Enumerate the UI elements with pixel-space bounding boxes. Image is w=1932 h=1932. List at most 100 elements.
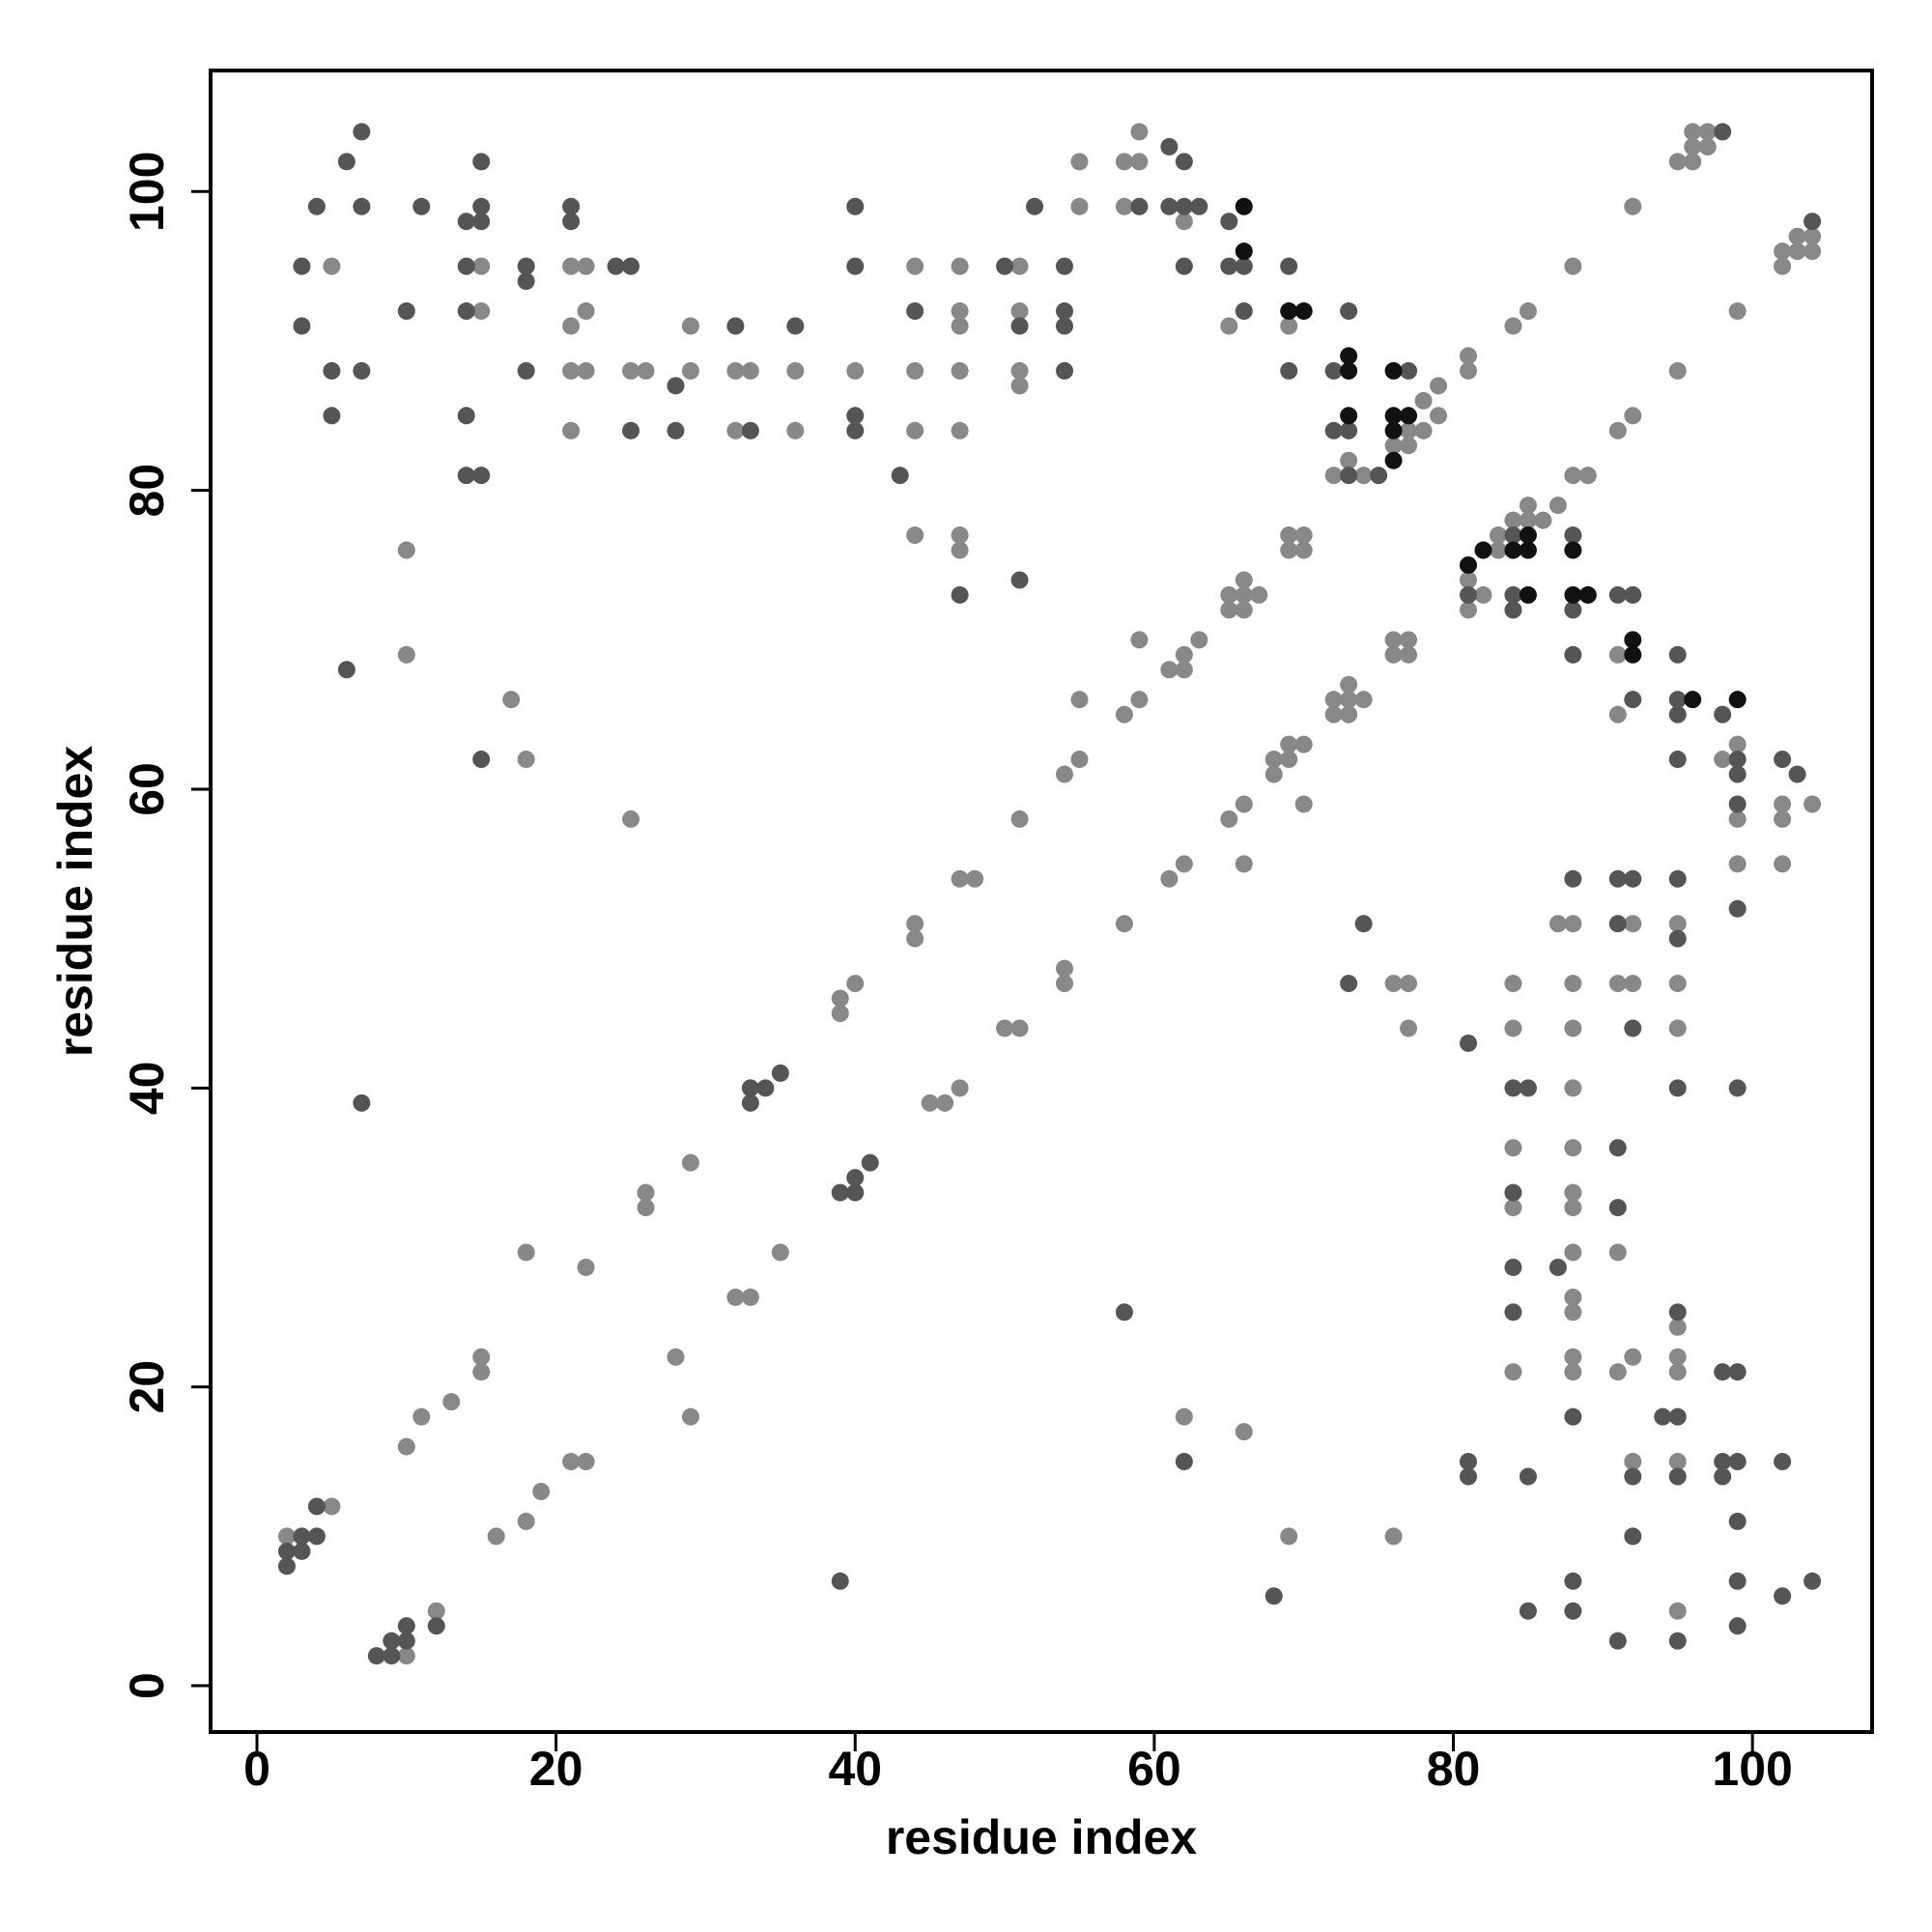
point (1010, 302, 1029, 321)
x-tick-label: 100 (1712, 1742, 1792, 1796)
point (1280, 735, 1298, 753)
point (1160, 869, 1179, 888)
point (1130, 153, 1149, 171)
point (293, 317, 311, 335)
point (307, 1497, 326, 1516)
point (756, 1079, 775, 1097)
point (1324, 691, 1343, 709)
point (1668, 1348, 1687, 1366)
point (1774, 810, 1792, 828)
point (786, 361, 805, 380)
point (1459, 585, 1477, 604)
point (1354, 467, 1373, 485)
point (472, 213, 491, 231)
point (397, 302, 415, 321)
point (1250, 585, 1268, 604)
point (577, 257, 595, 275)
point (1414, 391, 1433, 410)
point (1220, 213, 1238, 231)
point (1519, 1602, 1537, 1620)
y-axis-title: residue index (48, 746, 102, 1058)
y-tick-label: 0 (120, 1672, 174, 1699)
point (1235, 257, 1253, 275)
point (1804, 242, 1822, 261)
point (1564, 975, 1582, 993)
point (951, 869, 969, 888)
point (1728, 735, 1747, 753)
point (1280, 751, 1298, 769)
point (1115, 197, 1133, 215)
point (1010, 317, 1029, 335)
point (846, 421, 865, 440)
point (457, 213, 475, 231)
point (517, 361, 535, 380)
point (1384, 361, 1403, 380)
y-tick-label: 80 (120, 464, 174, 518)
point (1608, 1139, 1627, 1157)
point (1668, 1407, 1687, 1426)
point (951, 421, 969, 440)
point (427, 1617, 445, 1635)
point (906, 302, 924, 321)
point (846, 1183, 865, 1202)
point (562, 317, 581, 335)
point (457, 467, 475, 485)
point (1459, 1453, 1477, 1471)
point (906, 526, 924, 545)
point (1668, 1363, 1687, 1381)
point (1235, 855, 1253, 873)
point (562, 213, 581, 231)
point (1608, 1199, 1627, 1217)
point (1055, 257, 1073, 275)
point (1340, 467, 1358, 485)
point (1804, 1572, 1822, 1590)
point (1340, 675, 1358, 694)
point (1324, 421, 1343, 440)
point (1564, 467, 1582, 485)
point (1294, 795, 1313, 813)
point (1160, 137, 1179, 156)
point (457, 302, 475, 321)
point (1564, 1079, 1582, 1097)
point (353, 197, 371, 215)
point (337, 661, 355, 679)
point (1564, 1363, 1582, 1381)
x-tick-label: 40 (828, 1742, 882, 1796)
point (1624, 869, 1642, 888)
point (741, 361, 759, 380)
point (831, 1572, 849, 1590)
point (1728, 899, 1747, 918)
point (1175, 855, 1193, 873)
point (1459, 601, 1477, 619)
point (1235, 302, 1253, 321)
point (771, 1243, 789, 1262)
point (1115, 153, 1133, 171)
point (1055, 317, 1073, 335)
point (1384, 1527, 1403, 1546)
point (1668, 1318, 1687, 1336)
point (1235, 571, 1253, 589)
point (1519, 1079, 1537, 1097)
point (1384, 645, 1403, 664)
point (1684, 137, 1702, 156)
point (1564, 1602, 1582, 1620)
point (1340, 361, 1358, 380)
point (1608, 645, 1627, 664)
point (1624, 1467, 1642, 1486)
point (906, 361, 924, 380)
point (771, 1064, 789, 1082)
point (1070, 751, 1089, 769)
point (891, 467, 909, 485)
point (1340, 347, 1358, 365)
point (1130, 197, 1149, 215)
point (1714, 705, 1732, 724)
point (1175, 1453, 1193, 1471)
point (951, 302, 969, 321)
point (1608, 705, 1627, 724)
point (786, 317, 805, 335)
point (1684, 691, 1702, 709)
point (1235, 197, 1253, 215)
y-tick-label: 20 (120, 1360, 174, 1414)
point (1519, 302, 1537, 321)
